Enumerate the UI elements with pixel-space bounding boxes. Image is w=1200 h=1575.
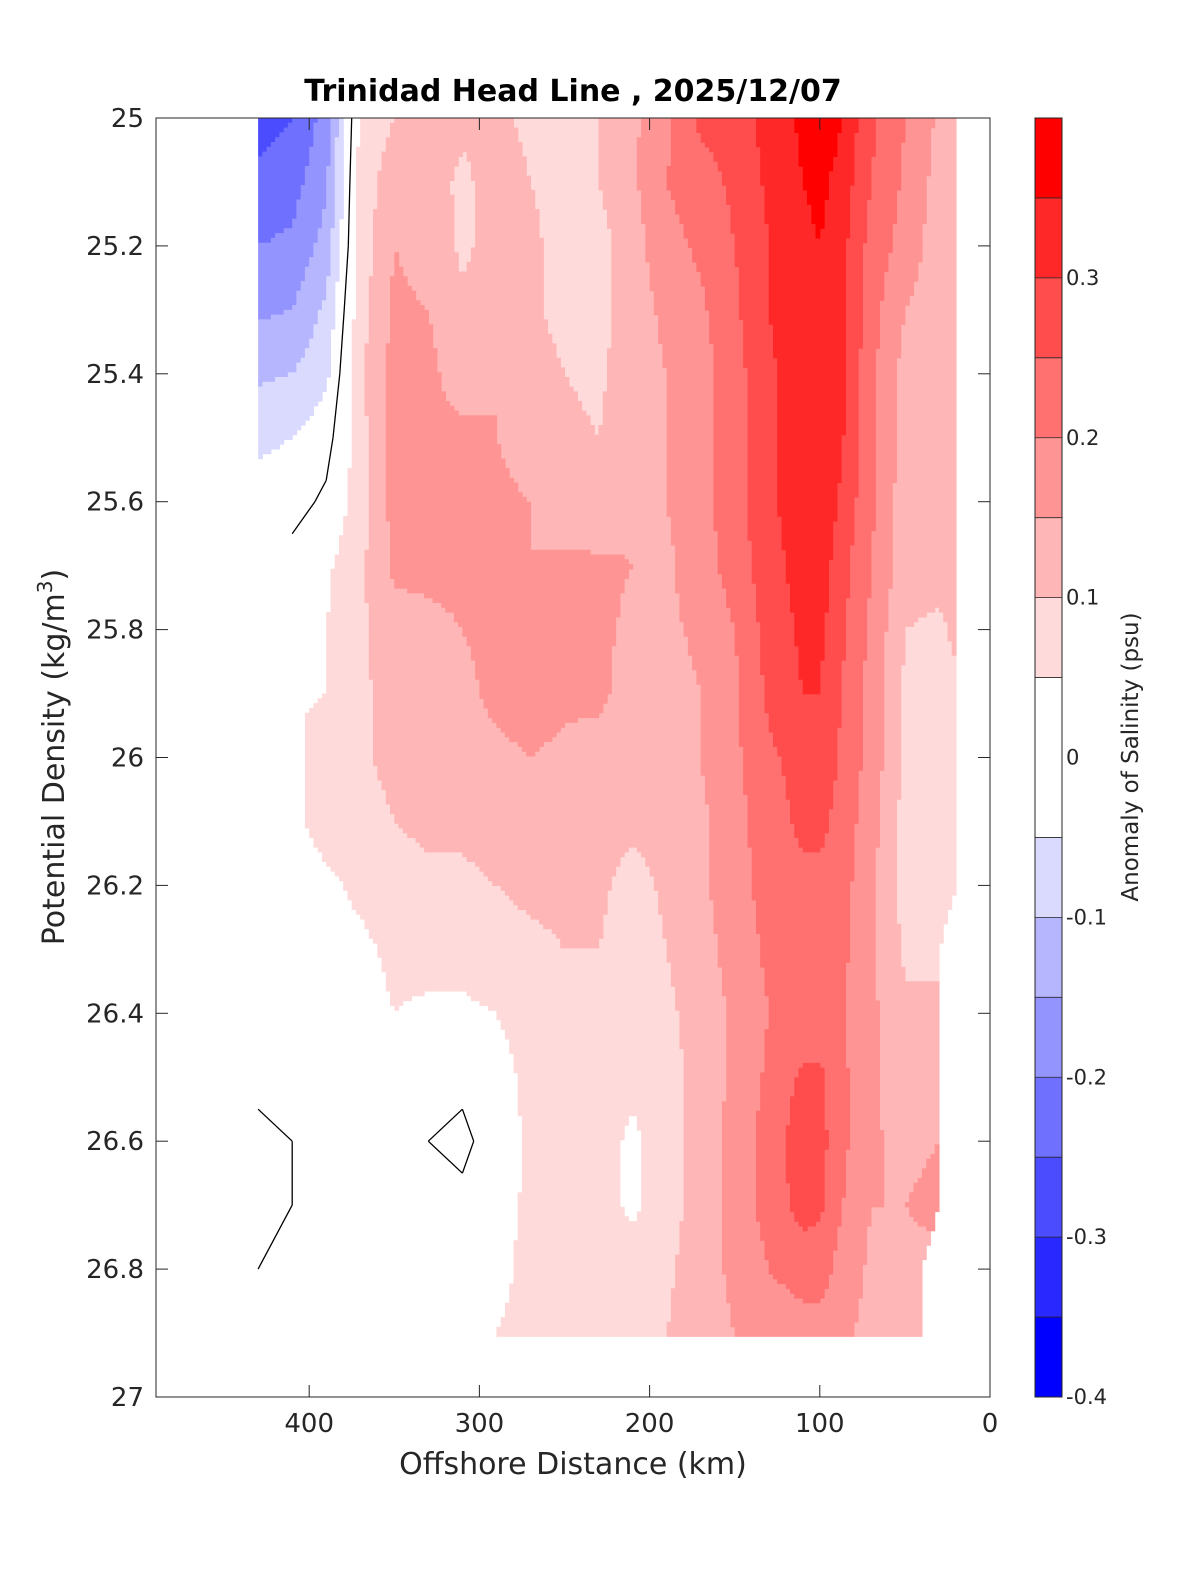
colorbar-segment — [1035, 437, 1062, 518]
contour-band — [385, 118, 940, 1337]
colorbar-segment — [1035, 837, 1062, 918]
y-axis-title-suffix: ) — [37, 569, 72, 581]
colorbar-segment — [1035, 197, 1062, 278]
y-axis-title-main: Potential Density (kg/m — [37, 593, 72, 945]
y-tick-label: 25.8 — [86, 616, 144, 646]
zero-contour-lines — [257, 118, 475, 1270]
x-axis-title: Offshore Distance (km) — [399, 1447, 747, 1482]
contour-band — [794, 118, 842, 239]
colorbar-segment — [1035, 277, 1062, 358]
contour-band — [258, 118, 319, 244]
colorbar-tick-label: 0.3 — [1066, 266, 1099, 290]
colorbar-tick-label: -0.4 — [1066, 1385, 1107, 1409]
contour-band — [258, 118, 344, 460]
y-tick-label: 26.2 — [86, 871, 144, 901]
colorbar-segment — [1035, 1157, 1062, 1238]
contour-field — [258, 118, 957, 1337]
chart-title: Trinidad Head Line , 2025/12/07 — [304, 74, 841, 109]
x-tick-label: 0 — [982, 1409, 999, 1439]
colorbar-segment — [1035, 597, 1062, 678]
colorbar-segment — [1035, 357, 1062, 438]
y-axis-title-superscript: 3 — [33, 580, 57, 593]
colorbar-segment — [1035, 917, 1062, 998]
contour-band — [258, 118, 332, 320]
colorbar-tick-label: -0.1 — [1066, 905, 1107, 929]
colorbar-tick-label: 0.1 — [1066, 586, 1099, 610]
x-tick-label: 400 — [284, 1409, 334, 1439]
colorbar-tick-label: 0.2 — [1066, 426, 1099, 450]
x-tick-label: 300 — [455, 1409, 505, 1439]
zero-contour-line — [257, 118, 475, 1270]
y-tick-label: 25.6 — [86, 488, 144, 518]
y-tick-label: 25.4 — [86, 360, 144, 390]
colorbar-segment — [1035, 997, 1062, 1078]
y-tick-label: 27 — [111, 1383, 144, 1413]
x-tick-label: 100 — [795, 1409, 845, 1439]
colorbar-segment — [1035, 677, 1062, 838]
colorbar-segment — [1035, 1077, 1062, 1158]
colorbar-segment — [1035, 118, 1062, 198]
contour-band — [258, 118, 340, 388]
contour-band — [666, 118, 906, 1304]
colorbar-tick-label: 0 — [1066, 746, 1079, 770]
contour-band — [696, 118, 876, 1232]
y-axis-title: Potential Density (kg/m3) — [33, 569, 72, 945]
colorbar-title: Anomaly of Salinity (psu) — [1118, 612, 1144, 901]
y-tick-label: 25 — [111, 104, 144, 134]
colorbar-frame — [1034, 117, 1063, 1398]
contour-band — [364, 118, 957, 1337]
colorbar-segment — [1035, 517, 1062, 598]
colorbar-segment — [1035, 1317, 1062, 1397]
axes: 400 300 200 100 0 25 25.2 25.4 25.6 25.8 26 26.2 26.… — [86, 104, 998, 1439]
y-tick-label: 26 — [111, 744, 144, 774]
y-tick-label: 26.8 — [86, 1255, 144, 1285]
colorbar-tick-label: -0.2 — [1066, 1065, 1107, 1089]
y-tick-label: 26.6 — [86, 1127, 144, 1157]
contour-band — [304, 118, 957, 1337]
colorbar: -0.4 -0.3 -0.2 -0.1 0 0.1 0.2 0.3 — [1034, 117, 1107, 1409]
y-tick-label: 25.2 — [86, 232, 144, 262]
x-tick-label: 200 — [625, 1409, 675, 1439]
y-tick-label: 26.4 — [86, 999, 144, 1029]
colorbar-tick-label: -0.3 — [1066, 1225, 1107, 1249]
contour-band — [756, 118, 859, 695]
colorbar-segment — [1035, 1237, 1062, 1318]
